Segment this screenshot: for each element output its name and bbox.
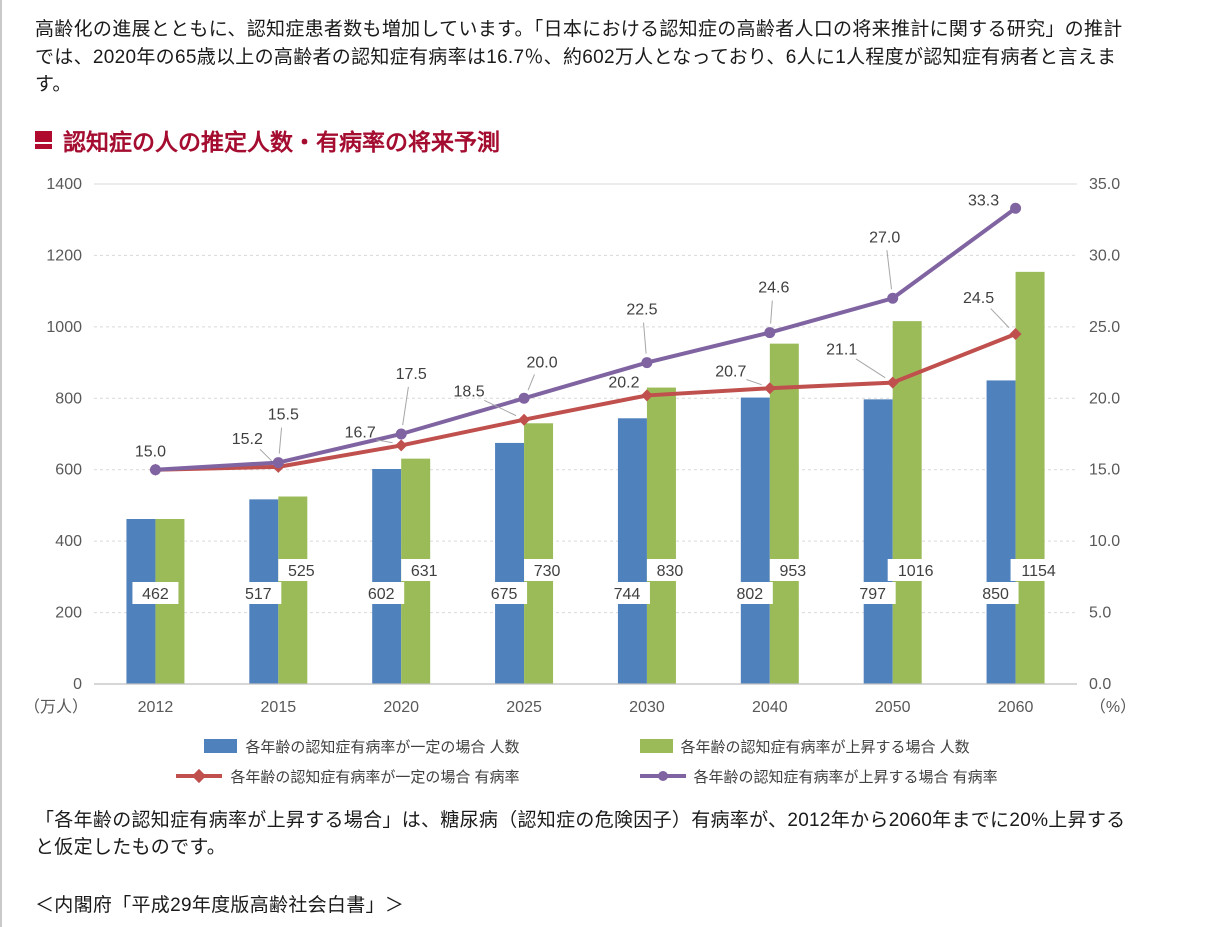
svg-text:5.0: 5.0 [1089,604,1111,621]
assumption-note: 「各年齢の認知症有病率が上昇する場合」は、糖尿病（認知症の危険因子）有病率が、2… [35,807,1140,862]
svg-text:2025: 2025 [506,699,542,716]
svg-text:35.0: 35.0 [1089,176,1120,193]
svg-text:（万人）: （万人） [27,698,88,716]
svg-text:2012: 2012 [138,699,174,716]
svg-text:200: 200 [55,604,82,621]
svg-text:21.1: 21.1 [826,341,857,358]
red-line-swatch-icon [176,774,222,778]
chart-legend: 各年齢の認知症有病率が一定の場合 人数 各年齢の認知症有病率が上昇する場合 人数… [27,736,1147,787]
svg-text:16.7: 16.7 [345,424,376,441]
blue-bar-swatch-icon [204,739,237,753]
svg-text:602: 602 [368,586,395,603]
svg-text:1400: 1400 [46,176,82,193]
svg-text:0: 0 [73,676,82,693]
svg-text:27.0: 27.0 [869,229,900,246]
purple-circle-marker [641,357,652,368]
svg-text:631: 631 [411,563,438,580]
legend-label: 各年齢の認知症有病率が上昇する場合 人数 [681,736,970,757]
svg-text:2050: 2050 [875,699,911,716]
legend-item-rising-count: 各年齢の認知症有病率が上昇する場合 人数 [640,736,970,757]
purple-circle-marker [396,428,407,439]
svg-text:20.0: 20.0 [526,354,557,371]
svg-text:1016: 1016 [898,563,934,580]
svg-text:2015: 2015 [261,699,297,716]
svg-text:800: 800 [55,390,82,407]
svg-text:517: 517 [245,586,272,603]
svg-text:730: 730 [534,563,561,580]
svg-text:15.2: 15.2 [232,430,263,447]
svg-text:953: 953 [779,563,806,580]
svg-text:797: 797 [859,586,886,603]
svg-text:525: 525 [288,563,315,580]
combo-chart-canvas: 462 517 525 602 631 675 730 744 830 802 953 797 1016… [27,171,1177,723]
svg-text:20.2: 20.2 [608,374,639,391]
svg-text:33.3: 33.3 [968,192,999,209]
axis-labels: 0 200 400 600 800 1000 1200 1400 0.0 5.0 10.0 15.0 2… [27,176,1136,716]
bars-rising [155,271,1044,683]
svg-text:10.0: 10.0 [1089,533,1120,550]
legend-item-constant-rate: 各年齢の認知症有病率が一定の場合 有病率 [176,766,519,787]
svg-text:2030: 2030 [629,699,665,716]
gridlines [94,184,1077,613]
legend-label: 各年齢の認知症有病率が一定の場合 人数 [245,736,519,757]
intro-paragraph: 高齢化の進展とともに、認知症患者数も増加しています。「日本における認知症の高齢者… [35,16,1140,99]
svg-text:15.0: 15.0 [135,443,166,460]
purple-circle-marker [519,392,530,403]
svg-text:（%）: （%） [1090,698,1136,716]
svg-text:30.0: 30.0 [1089,247,1120,264]
svg-text:24.5: 24.5 [963,290,994,307]
svg-text:400: 400 [55,533,82,550]
purple-circle-marker [887,292,898,303]
svg-text:675: 675 [491,586,518,603]
purple-line-swatch-icon [640,774,686,778]
svg-text:2020: 2020 [383,699,419,716]
svg-text:462: 462 [142,586,169,603]
red-square-bullet-icon [35,131,52,149]
svg-text:1000: 1000 [46,318,82,335]
section-heading-text: 認知症の人の推定人数・有病率の将来予測 [63,123,500,157]
svg-text:802: 802 [736,586,763,603]
svg-text:2040: 2040 [752,699,788,716]
svg-text:24.6: 24.6 [758,279,789,296]
svg-text:15.5: 15.5 [268,406,299,423]
svg-text:15.0: 15.0 [1089,461,1120,478]
svg-text:25.0: 25.0 [1089,318,1120,335]
legend-label: 各年齢の認知症有病率が上昇する場合 有病率 [694,766,998,787]
purple-circle-marker [273,457,284,468]
svg-text:600: 600 [55,461,82,478]
svg-text:20.7: 20.7 [715,363,746,380]
svg-text:830: 830 [657,563,684,580]
bars-constant [126,380,1015,684]
green-bar-swatch-icon [640,739,673,753]
svg-text:1154: 1154 [1021,563,1056,580]
legend-row-1: 各年齢の認知症有病率が一定の場合 人数 各年齢の認知症有病率が上昇する場合 人数 [204,736,969,757]
legend-item-rising-rate: 各年齢の認知症有病率が上昇する場合 有病率 [640,766,998,787]
svg-text:22.5: 22.5 [626,301,657,318]
svg-text:850: 850 [982,586,1009,603]
svg-text:2060: 2060 [998,699,1034,716]
dementia-projection-chart: 462 517 525 602 631 675 730 744 830 802 953 797 1016… [27,171,1217,787]
red-diamond-marker [395,439,407,451]
source-citation: ＜内閣府「平成29年度版高齢社会白書」＞ [35,890,1217,917]
legend-label: 各年齢の認知症有病率が一定の場合 有病率 [230,766,519,787]
svg-text:17.5: 17.5 [396,366,427,383]
purple-circle-marker [764,327,775,338]
svg-text:1200: 1200 [46,247,82,264]
section-heading: 認知症の人の推定人数・有病率の将来予測 [35,123,1217,157]
legend-item-constant-count: 各年齢の認知症有病率が一定の場合 人数 [204,736,519,757]
svg-text:0.0: 0.0 [1089,676,1111,693]
purple-circle-marker [150,464,161,475]
svg-text:18.5: 18.5 [453,383,484,400]
legend-row-2: 各年齢の認知症有病率が一定の場合 有病率 各年齢の認知症有病率が上昇する場合 有… [176,766,997,787]
svg-text:20.0: 20.0 [1089,390,1120,407]
svg-text:744: 744 [614,586,641,603]
purple-circle-marker [1010,202,1021,213]
